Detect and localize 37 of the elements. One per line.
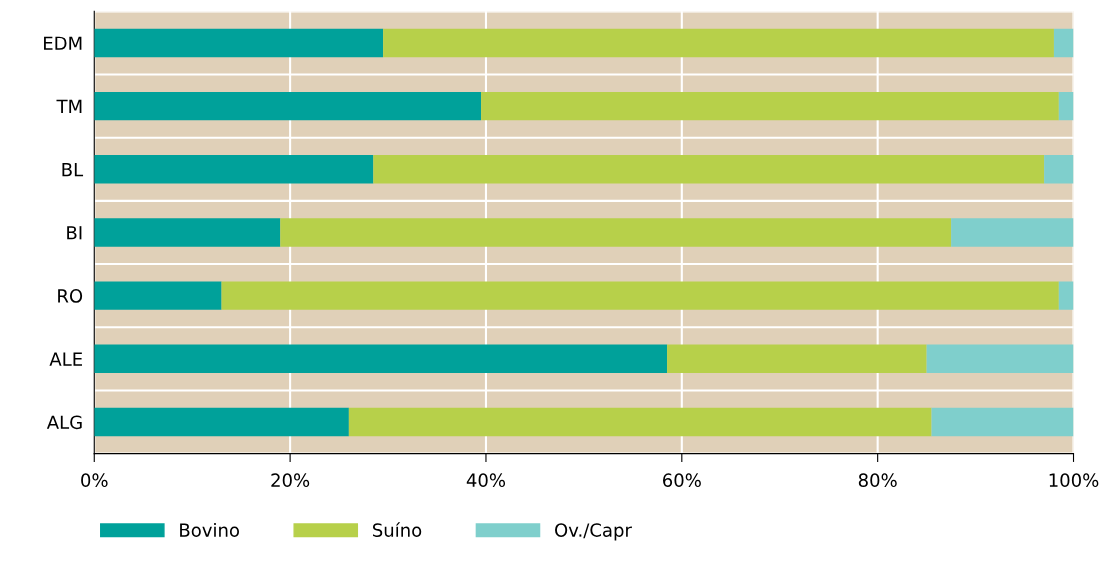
bar (94, 281, 222, 310)
bar (94, 155, 374, 184)
bar (94, 91, 482, 121)
bar (1053, 28, 1074, 58)
x-tick-label: 0% (81, 473, 108, 488)
bar (221, 281, 1059, 310)
y-tick-label: ALE (49, 352, 82, 366)
bar (94, 407, 349, 437)
x-tick-label: 40% (466, 473, 506, 488)
bar (94, 218, 281, 247)
bar (280, 218, 952, 247)
y-tick-label: RO (58, 289, 83, 303)
y-tick-label: ALG (46, 415, 82, 430)
x-tick-label: 100% (1049, 473, 1099, 488)
legend-label: Ov./Capr (555, 523, 632, 541)
x-tick-label: 60% (663, 473, 701, 488)
y-tick-label: BL (62, 162, 84, 177)
x-tick-label: 20% (271, 473, 310, 488)
bar (951, 218, 1074, 247)
bar (1058, 91, 1074, 121)
bar (481, 91, 1059, 121)
y-tick-label: TM (56, 99, 82, 113)
bar (94, 344, 668, 374)
bar (348, 407, 932, 437)
bar (383, 28, 1054, 58)
legend-label: Suíno (372, 522, 422, 537)
bar (94, 28, 384, 58)
legend-label: Bovino (180, 522, 239, 537)
bar (667, 344, 927, 374)
bar (931, 407, 1074, 437)
bar (1044, 155, 1074, 184)
bar (926, 344, 1074, 374)
x-tick-label: 80% (858, 473, 897, 488)
bar (1058, 281, 1074, 310)
y-tick-label: EDM (44, 36, 82, 50)
bar (373, 155, 1045, 184)
y-tick-label: BI (67, 226, 82, 240)
